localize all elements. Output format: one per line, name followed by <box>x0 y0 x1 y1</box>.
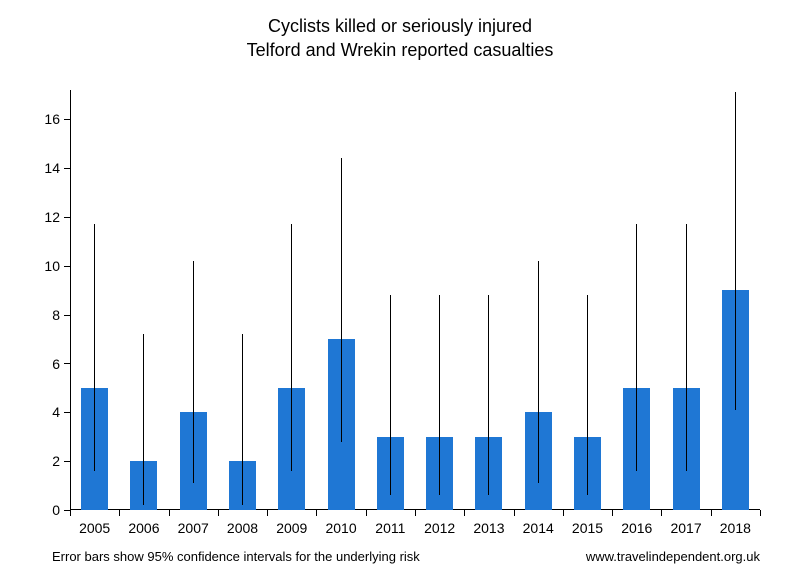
x-tick-label: 2007 <box>178 520 209 536</box>
x-tick <box>514 510 515 516</box>
y-tick <box>64 412 70 413</box>
x-tick <box>366 510 367 516</box>
error-bar <box>735 92 736 409</box>
title-line-1: Cyclists killed or seriously injured <box>0 14 800 38</box>
error-bar <box>587 295 588 495</box>
error-bar <box>439 295 440 495</box>
y-tick-label: 4 <box>52 404 60 420</box>
y-axis <box>70 90 71 510</box>
x-tick-label: 2009 <box>276 520 307 536</box>
x-tick-label: 2016 <box>621 520 652 536</box>
y-tick-label: 0 <box>52 502 60 518</box>
chart-title: Cyclists killed or seriously injured Tel… <box>0 14 800 63</box>
x-tick-label: 2011 <box>375 520 405 536</box>
chart-container: Cyclists killed or seriously injured Tel… <box>0 0 800 580</box>
x-tick <box>267 510 268 516</box>
x-tick-label: 2014 <box>523 520 554 536</box>
x-tick <box>464 510 465 516</box>
x-tick-label: 2012 <box>424 520 455 536</box>
y-tick-label: 10 <box>44 258 60 274</box>
footer-note: Error bars show 95% confidence intervals… <box>52 549 420 564</box>
x-tick <box>415 510 416 516</box>
y-tick-label: 6 <box>52 356 60 372</box>
x-tick-label: 2017 <box>670 520 701 536</box>
error-bar <box>341 158 342 441</box>
y-tick <box>64 315 70 316</box>
y-tick-label: 14 <box>44 160 60 176</box>
y-tick <box>64 266 70 267</box>
title-line-2: Telford and Wrekin reported casualties <box>0 38 800 62</box>
x-tick <box>169 510 170 516</box>
error-bar <box>538 261 539 483</box>
x-tick <box>119 510 120 516</box>
y-tick <box>64 119 70 120</box>
y-tick-label: 16 <box>44 111 60 127</box>
y-tick <box>64 363 70 364</box>
footer-source: www.travelindependent.org.uk <box>586 549 760 564</box>
error-bar <box>291 224 292 471</box>
error-bar <box>636 224 637 471</box>
error-bar <box>242 334 243 505</box>
error-bar <box>488 295 489 495</box>
x-tick-label: 2010 <box>325 520 356 536</box>
x-tick <box>711 510 712 516</box>
y-tick <box>64 168 70 169</box>
x-tick <box>316 510 317 516</box>
error-bar <box>143 334 144 505</box>
y-tick-label: 8 <box>52 307 60 323</box>
x-tick-label: 2006 <box>128 520 159 536</box>
x-tick-label: 2015 <box>572 520 603 536</box>
x-tick <box>612 510 613 516</box>
x-tick-label: 2018 <box>720 520 751 536</box>
error-bar <box>686 224 687 471</box>
error-bar <box>94 224 95 471</box>
y-tick <box>64 217 70 218</box>
plot-area: 0246810121416200520062007200820092010201… <box>70 90 760 510</box>
x-tick <box>760 510 761 516</box>
x-tick <box>563 510 564 516</box>
x-tick-label: 2013 <box>473 520 504 536</box>
x-tick <box>661 510 662 516</box>
error-bar <box>390 295 391 495</box>
error-bar <box>193 261 194 483</box>
x-tick <box>218 510 219 516</box>
x-tick <box>70 510 71 516</box>
y-tick <box>64 461 70 462</box>
y-tick-label: 12 <box>44 209 60 225</box>
x-tick-label: 2005 <box>79 520 110 536</box>
x-tick-label: 2008 <box>227 520 258 536</box>
y-tick-label: 2 <box>52 453 60 469</box>
